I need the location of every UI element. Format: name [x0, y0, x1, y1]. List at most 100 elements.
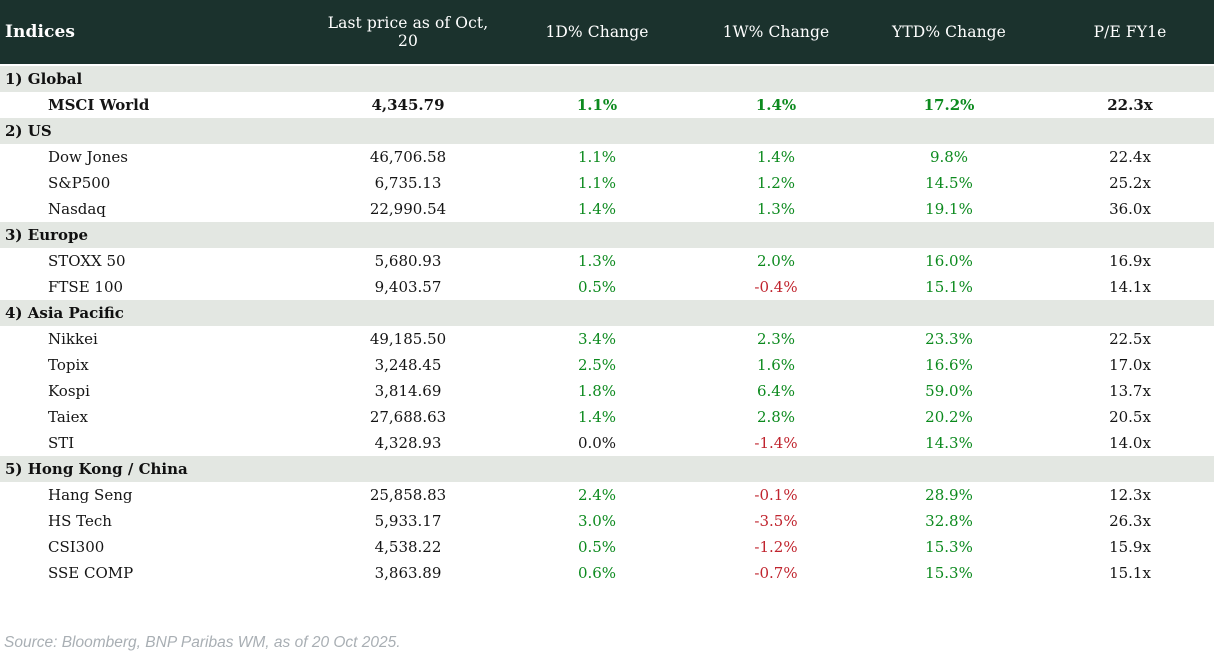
last-price: 4,328.93 [374, 434, 442, 452]
change-1w: 6.4% [756, 382, 796, 400]
table-row-hs-tech: HS Tech 5,933.17 3.0% -3.5% 32.8% 26.3x [0, 508, 1214, 534]
pe-ratio: 22.5x [1109, 330, 1151, 348]
change-1w: 1.4% [755, 96, 797, 114]
change-ytd: 15.3% [925, 564, 973, 582]
pe-ratio: 26.3x [1109, 512, 1151, 530]
pe-ratio: 14.1x [1109, 278, 1151, 296]
change-1w: 1.6% [756, 356, 796, 374]
table-row-kospi: Kospi 3,814.69 1.8% 6.4% 59.0% 13.7x [0, 378, 1214, 404]
last-price: 5,933.17 [374, 512, 442, 530]
index-name: CSI300 [48, 538, 105, 556]
change-ytd: 15.1% [925, 278, 973, 296]
change-ytd: 59.0% [925, 382, 973, 400]
change-1w: -0.7% [754, 564, 798, 582]
last-price: 4,538.22 [374, 538, 442, 556]
last-price: 3,814.69 [374, 382, 442, 400]
change-ytd: 16.0% [925, 252, 973, 270]
indices-table: Indices Last price as of Oct, 20 1D% Chang… [0, 0, 1214, 586]
pe-ratio: 22.4x [1109, 148, 1151, 166]
column-header-last-price-as-of-oct-20: Last price as of Oct, 20 [327, 14, 489, 50]
change-1w: -0.4% [754, 278, 798, 296]
last-price: 5,680.93 [374, 252, 442, 270]
table-row-sse-comp: SSE COMP 3,863.89 0.6% -0.7% 15.3% 15.1x [0, 560, 1214, 586]
pe-ratio: 36.0x [1109, 200, 1151, 218]
change-ytd: 23.3% [925, 330, 973, 348]
pe-ratio: 17.0x [1109, 356, 1151, 374]
change-1d: 1.8% [577, 382, 617, 400]
column-header-1d-change: 1D% Change [545, 23, 649, 41]
section-header-1-global: 1) Global [0, 66, 1214, 92]
index-name: Kospi [48, 382, 90, 400]
last-price: 46,706.58 [369, 148, 447, 166]
last-price: 49,185.50 [369, 330, 447, 348]
section-header-4-asia-pacific: 4) Asia Pacific [0, 300, 1214, 326]
change-1d: 0.6% [577, 564, 617, 582]
pe-ratio: 14.0x [1109, 434, 1151, 452]
table-row-stoxx-50: STOXX 50 5,680.93 1.3% 2.0% 16.0% 16.9x [0, 248, 1214, 274]
change-1w: 1.3% [756, 200, 796, 218]
index-name: MSCI World [48, 96, 150, 114]
index-name: STOXX 50 [48, 252, 126, 270]
change-1d: 2.4% [577, 486, 617, 504]
change-ytd: 16.6% [925, 356, 973, 374]
column-header-ytd-change: YTD% Change [892, 23, 1006, 41]
index-name: SSE COMP [48, 564, 134, 582]
change-1w: 2.0% [756, 252, 796, 270]
last-price: 4,345.79 [371, 96, 445, 114]
last-price: 25,858.83 [369, 486, 447, 504]
change-1d: 1.4% [577, 408, 617, 426]
pe-ratio: 22.3x [1107, 96, 1153, 114]
change-1d: 1.4% [577, 200, 617, 218]
change-ytd: 9.8% [929, 148, 969, 166]
pe-ratio: 16.9x [1109, 252, 1151, 270]
change-1d: 1.3% [577, 252, 617, 270]
table-header-row: Indices Last price as of Oct, 20 1D% Chang… [0, 0, 1214, 64]
change-1w: 1.4% [756, 148, 796, 166]
table-row-sti: STI 4,328.93 0.0% -1.4% 14.3% 14.0x [0, 430, 1214, 456]
change-1w: 1.2% [756, 174, 796, 192]
index-name: Hang Seng [48, 486, 133, 504]
table-row-ftse-100: FTSE 100 9,403.57 0.5% -0.4% 15.1% 14.1x [0, 274, 1214, 300]
pe-ratio: 20.5x [1109, 408, 1151, 426]
change-ytd: 20.2% [925, 408, 973, 426]
last-price: 22,990.54 [369, 200, 447, 218]
index-name: Taiex [48, 408, 88, 426]
change-1d: 1.1% [577, 174, 617, 192]
pe-ratio: 15.1x [1109, 564, 1151, 582]
change-ytd: 14.3% [925, 434, 973, 452]
section-header-2-us: 2) US [0, 118, 1214, 144]
change-ytd: 15.3% [925, 538, 973, 556]
change-1d: 2.5% [577, 356, 617, 374]
index-name: FTSE 100 [48, 278, 124, 296]
table-row-hang-seng: Hang Seng 25,858.83 2.4% -0.1% 28.9% 12.3x [0, 482, 1214, 508]
table-row-msci-world: MSCI World 4,345.79 1.1% 1.4% 17.2% 22.3x [0, 92, 1214, 118]
change-1d: 0.5% [577, 278, 617, 296]
change-1w: -1.2% [754, 538, 798, 556]
column-header-indices: Indices [5, 22, 76, 42]
index-name: HS Tech [48, 512, 112, 530]
change-1w: -1.4% [754, 434, 798, 452]
section-header-5-hong-kong-china: 5) Hong Kong / China [0, 456, 1214, 482]
change-1d: 0.5% [577, 538, 617, 556]
change-ytd: 19.1% [925, 200, 973, 218]
table-row-nikkei: Nikkei 49,185.50 3.4% 2.3% 23.3% 22.5x [0, 326, 1214, 352]
table-row-topix: Topix 3,248.45 2.5% 1.6% 16.6% 17.0x [0, 352, 1214, 378]
index-name: Nasdaq [48, 200, 106, 218]
index-name: Topix [48, 356, 89, 374]
source-note: Source: Bloomberg, BNP Paribas WM, as of… [4, 634, 401, 651]
pe-ratio: 25.2x [1109, 174, 1151, 192]
index-name: Dow Jones [48, 148, 128, 166]
table-row-nasdaq: Nasdaq 22,990.54 1.4% 1.3% 19.1% 36.0x [0, 196, 1214, 222]
last-price: 6,735.13 [374, 174, 442, 192]
pe-ratio: 15.9x [1109, 538, 1151, 556]
change-ytd: 32.8% [925, 512, 973, 530]
last-price: 27,688.63 [369, 408, 447, 426]
change-1d: 3.4% [577, 330, 617, 348]
table-row-csi300: CSI300 4,538.22 0.5% -1.2% 15.3% 15.9x [0, 534, 1214, 560]
section-header-3-europe: 3) Europe [0, 222, 1214, 248]
pe-ratio: 12.3x [1109, 486, 1151, 504]
table-row-s-p500: S&P500 6,735.13 1.1% 1.2% 14.5% 25.2x [0, 170, 1214, 196]
table-row-taiex: Taiex 27,688.63 1.4% 2.8% 20.2% 20.5x [0, 404, 1214, 430]
change-1d: 0.0% [577, 434, 617, 452]
index-name: STI [48, 434, 75, 452]
